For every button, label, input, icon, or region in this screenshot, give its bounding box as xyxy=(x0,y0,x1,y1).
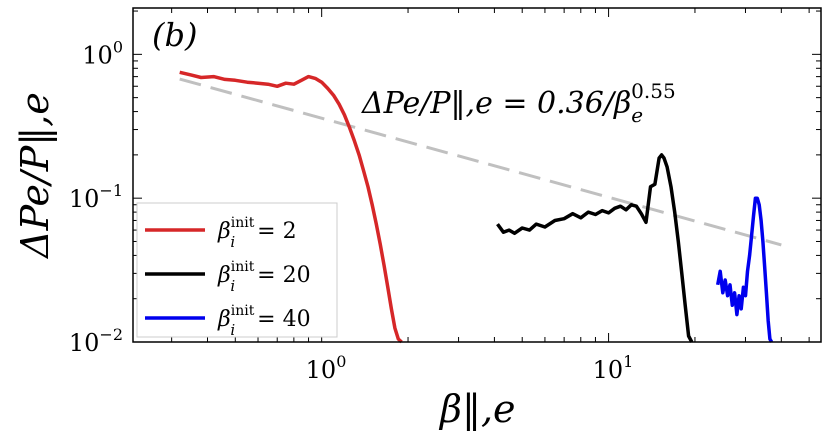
fit-line-layer xyxy=(179,77,782,247)
legend-box xyxy=(136,202,338,338)
x-tick-label: 100 xyxy=(306,352,347,384)
plot-frame xyxy=(132,7,822,343)
series-line-1 xyxy=(496,153,694,343)
x-tick-label: 101 xyxy=(593,352,634,384)
x-axis-label: β‖,e xyxy=(438,387,516,431)
y-tick-label: 100 xyxy=(82,37,123,69)
axis-ticks: 100 101 100 10−1 10−2 xyxy=(69,8,821,384)
y-axis-label: ΔPe/P‖,e xyxy=(13,92,57,260)
legend-label-2: βinit i = 40 xyxy=(217,303,311,339)
legend-label-0: βinit i = 2 xyxy=(217,215,297,251)
series-line-2 xyxy=(715,196,774,343)
fit-annotation-lhs: ΔPe/P‖,e = 0.36/β xyxy=(361,86,631,121)
fit-annotation-exp: 0.55 xyxy=(631,79,676,103)
panel-label: (b) xyxy=(152,16,197,54)
legend-label-1: βinit i = 20 xyxy=(217,259,311,295)
series-line-0 xyxy=(179,70,403,344)
fit-annotation-sub: e xyxy=(631,103,643,127)
fit-line xyxy=(179,77,782,247)
y-tick-label: 10−1 xyxy=(69,181,123,213)
series-layer xyxy=(179,70,774,344)
y-tick-label: 10−2 xyxy=(69,325,123,357)
fit-annotation: ΔPe/P‖,e = 0.36/βe0.55 xyxy=(361,79,676,127)
legend: βinit i = 2 βinit i = 20 βinit i = 40 xyxy=(136,202,338,339)
